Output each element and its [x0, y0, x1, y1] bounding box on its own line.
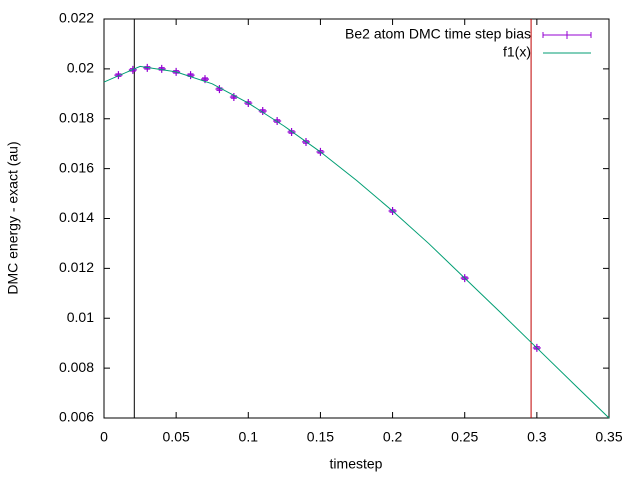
y-tick-label: 0.012 [59, 259, 94, 275]
y-tick-label: 0.008 [59, 359, 94, 375]
y-tick-label: 0.018 [59, 109, 94, 125]
y-axis-label: DMC energy - exact (au) [5, 141, 21, 294]
y-tick-label: 0.006 [59, 409, 94, 425]
legend-label: Be2 atom DMC time step bias [345, 26, 531, 42]
data-point [186, 71, 195, 80]
x-tick-label: 0.35 [595, 429, 622, 445]
x-tick-label: 0.25 [451, 429, 478, 445]
y-tick-label: 0.02 [67, 60, 94, 76]
x-tick-label: 0.3 [527, 429, 547, 445]
x-tick-label: 0 [100, 429, 108, 445]
x-tick-label: 0.05 [163, 429, 190, 445]
y-tick-label: 0.014 [59, 209, 94, 225]
y-tick-label: 0.022 [59, 10, 94, 26]
data-point [273, 116, 282, 125]
x-tick-label: 0.15 [307, 429, 334, 445]
legend-label: f1(x) [503, 44, 531, 60]
x-tick-label: 0.2 [383, 429, 403, 445]
x-axis-label: timestep [330, 456, 383, 472]
y-tick-label: 0.01 [67, 309, 94, 325]
x-tick-label: 0.1 [239, 429, 259, 445]
plot-frame [103, 18, 610, 419]
y-tick-label: 0.016 [59, 159, 94, 175]
fit-line [103, 65, 610, 419]
